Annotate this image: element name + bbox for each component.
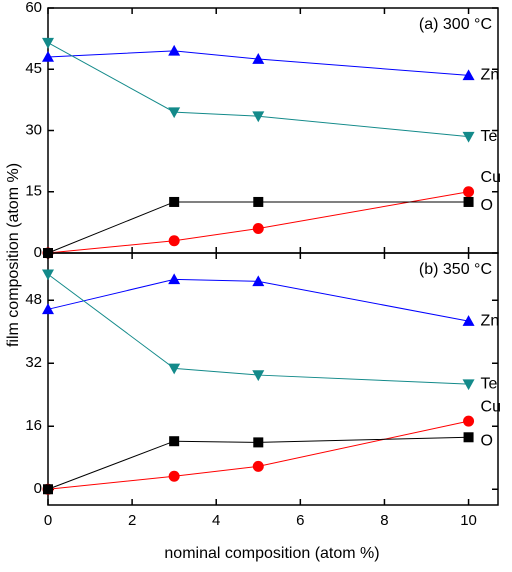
x-tick-label: 0 <box>44 512 52 529</box>
series-line <box>47 420 469 490</box>
y-tick-label: 32 <box>25 354 42 371</box>
marker <box>168 44 181 56</box>
series-label: O <box>481 432 493 449</box>
series-line <box>47 436 469 490</box>
marker <box>252 53 265 64</box>
y-tick-label: 30 <box>25 121 42 138</box>
marker <box>169 436 180 447</box>
marker <box>463 196 474 207</box>
series-line <box>47 191 469 254</box>
x-tick-label: 10 <box>460 512 477 529</box>
series-label: Te <box>481 128 498 145</box>
marker <box>43 484 53 495</box>
series-label: Zn <box>481 312 500 329</box>
marker <box>463 186 475 198</box>
series-line <box>47 273 469 385</box>
marker <box>252 460 264 472</box>
y-tick-label: 15 <box>25 183 42 200</box>
y-tick-label: 0 <box>34 480 42 497</box>
marker <box>252 370 265 382</box>
marker <box>168 470 180 482</box>
marker <box>253 196 264 207</box>
marker <box>462 131 475 143</box>
marker <box>462 379 475 391</box>
series-line <box>47 201 469 254</box>
marker <box>463 415 475 427</box>
marker <box>168 235 180 247</box>
series-label: O <box>481 197 493 214</box>
y-tick-label: 60 <box>25 0 42 16</box>
marker <box>462 315 475 326</box>
series-label: Cu <box>481 398 501 415</box>
series-label: Cu <box>481 169 501 186</box>
marker <box>168 363 181 375</box>
marker <box>42 269 54 281</box>
panel-title: (a) 300 °C <box>419 16 492 33</box>
series-line <box>47 278 469 322</box>
marker <box>42 51 54 62</box>
x-tick-label: 6 <box>296 512 304 529</box>
x-tick-label: 8 <box>380 512 388 529</box>
series-line <box>47 50 469 76</box>
y-tick-label: 48 <box>25 291 42 308</box>
marker <box>168 107 181 119</box>
y-tick-label: 45 <box>25 60 42 77</box>
y-tick-label: 16 <box>25 417 42 434</box>
marker <box>253 437 264 448</box>
marker <box>462 69 475 81</box>
y-tick-label: 0 <box>34 244 42 261</box>
marker <box>252 111 265 123</box>
marker <box>42 37 54 49</box>
series-line <box>47 42 469 138</box>
plot-frame <box>47 7 499 254</box>
marker <box>252 223 264 234</box>
x-axis-label: nominal composition (atom %) <box>164 545 379 562</box>
series-label: Zn <box>481 67 500 84</box>
panel-title: (b) 350 °C <box>419 261 492 278</box>
marker <box>169 196 180 207</box>
marker <box>168 273 181 285</box>
y-axis-label: film composition (atom %) <box>5 163 22 347</box>
marker <box>42 303 54 315</box>
marker <box>252 275 265 287</box>
x-tick-label: 4 <box>212 512 220 529</box>
x-tick-label: 2 <box>128 512 136 529</box>
series-label: Te <box>481 375 498 392</box>
marker <box>463 432 474 443</box>
plot-frame <box>47 252 499 506</box>
